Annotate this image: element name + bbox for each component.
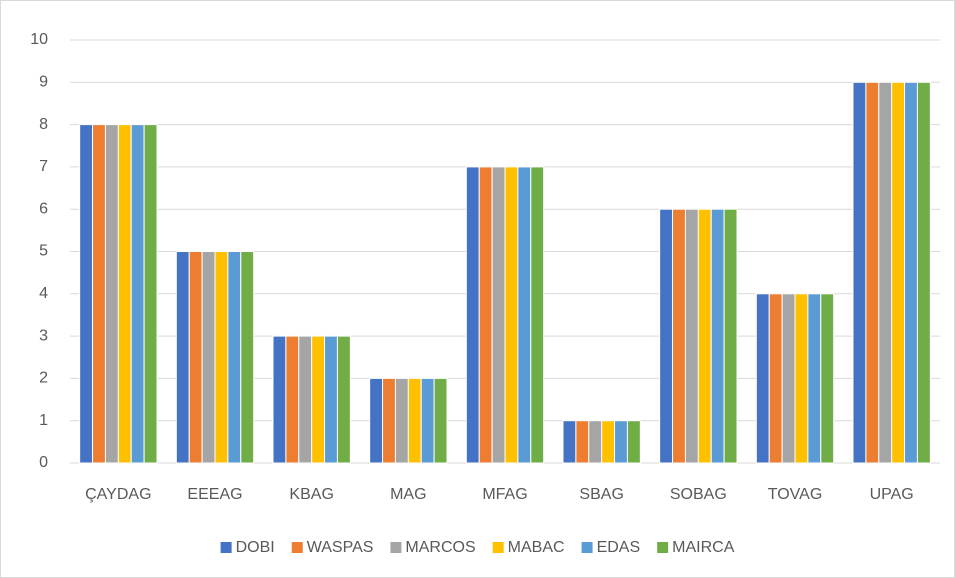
bar bbox=[240, 251, 255, 464]
legend-swatch bbox=[291, 542, 303, 553]
x-tick-label: MFAG bbox=[482, 486, 527, 503]
bar bbox=[369, 377, 384, 464]
bar bbox=[659, 208, 674, 464]
bar bbox=[807, 293, 822, 464]
bar bbox=[336, 335, 351, 464]
bar bbox=[794, 293, 809, 464]
y-tick-label: 9 bbox=[39, 74, 48, 91]
bar bbox=[272, 335, 287, 464]
bar bbox=[710, 208, 725, 464]
bar bbox=[394, 377, 409, 464]
bar bbox=[117, 124, 132, 464]
legend-swatch bbox=[220, 542, 232, 553]
legend-label: EDAS bbox=[597, 539, 641, 556]
bar bbox=[92, 124, 106, 464]
bar bbox=[201, 251, 216, 464]
x-tick-label: SOBAG bbox=[670, 486, 727, 503]
y-tick-label: 10 bbox=[30, 31, 48, 48]
y-tick-label: 0 bbox=[39, 454, 48, 471]
bar bbox=[175, 251, 190, 464]
bar bbox=[104, 124, 119, 464]
legend-swatch bbox=[492, 542, 504, 553]
y-tick-label: 6 bbox=[39, 200, 48, 217]
bar bbox=[601, 420, 616, 464]
bar bbox=[407, 377, 422, 464]
bar bbox=[684, 208, 699, 464]
legend-label: DOBI bbox=[236, 539, 275, 556]
y-tick-label: 1 bbox=[39, 412, 48, 429]
y-tick-label: 3 bbox=[39, 327, 48, 344]
bar bbox=[672, 208, 686, 464]
legend-swatch bbox=[657, 542, 669, 553]
bar bbox=[562, 420, 577, 464]
x-tick-label: MAG bbox=[390, 486, 426, 503]
bar bbox=[311, 335, 326, 464]
bar bbox=[188, 251, 203, 464]
bar bbox=[723, 208, 738, 464]
bar bbox=[768, 293, 783, 464]
bar bbox=[916, 81, 931, 464]
y-tick-label: 4 bbox=[39, 285, 48, 302]
bar bbox=[575, 420, 590, 464]
bar bbox=[433, 377, 448, 464]
bar bbox=[382, 377, 396, 464]
bar bbox=[478, 166, 493, 464]
bar bbox=[697, 208, 712, 464]
bar bbox=[420, 377, 435, 464]
legend-label: MABAC bbox=[508, 539, 565, 556]
y-tick-label: 8 bbox=[39, 116, 48, 133]
bar bbox=[755, 293, 770, 464]
y-tick-label: 2 bbox=[39, 370, 48, 387]
legend-label: WASPAS bbox=[307, 539, 374, 556]
bar bbox=[143, 124, 158, 464]
bar bbox=[285, 335, 300, 464]
legend-label: MARCOS bbox=[405, 539, 475, 556]
bar bbox=[214, 251, 229, 464]
y-tick-label: 5 bbox=[39, 243, 48, 260]
legend-swatch bbox=[390, 542, 402, 553]
x-tick-label: TOVAG bbox=[768, 486, 823, 503]
bar bbox=[878, 81, 893, 464]
bar bbox=[491, 166, 506, 464]
bar bbox=[517, 166, 532, 464]
bar bbox=[614, 420, 628, 464]
x-tick-label: UPAG bbox=[870, 486, 914, 503]
x-tick-label: EEEAG bbox=[187, 486, 242, 503]
bar bbox=[130, 124, 145, 464]
bar bbox=[891, 81, 906, 464]
bar bbox=[227, 251, 242, 464]
bar bbox=[298, 335, 313, 464]
x-tick-label: ÇAYDAG bbox=[85, 486, 151, 503]
bar bbox=[865, 81, 880, 464]
bar bbox=[781, 293, 796, 464]
x-tick-label: SBAG bbox=[579, 486, 623, 503]
bar bbox=[820, 293, 835, 464]
bar bbox=[626, 420, 641, 464]
legend-label: MAIRCA bbox=[672, 539, 735, 556]
bar bbox=[79, 124, 94, 464]
x-tick-label: KBAG bbox=[289, 486, 333, 503]
bar bbox=[530, 166, 545, 464]
bar bbox=[904, 81, 918, 464]
bar bbox=[324, 335, 338, 464]
bar bbox=[588, 420, 603, 464]
bar bbox=[465, 166, 480, 464]
legend-swatch bbox=[581, 542, 593, 553]
bar bbox=[504, 166, 519, 464]
y-tick-label: 7 bbox=[39, 158, 48, 175]
bar bbox=[852, 81, 867, 464]
